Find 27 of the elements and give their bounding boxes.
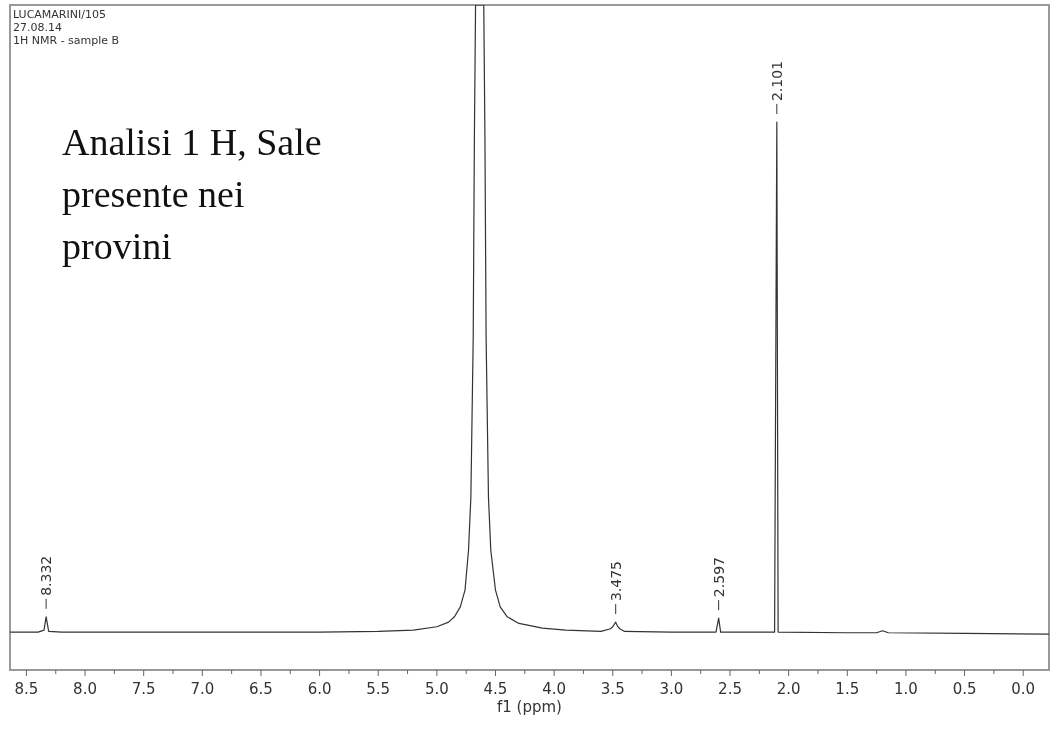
x-tick-label: 2.0 [776, 680, 801, 698]
annotation: 3.475 [607, 561, 624, 602]
annotation: 2.101 [768, 60, 785, 102]
x-tick-label: 6.5 [249, 680, 273, 698]
x-tick-label: 3.0 [659, 680, 684, 698]
annotation: 2.597 [710, 557, 727, 598]
x-tick-label: 1.5 [835, 680, 860, 698]
annotation: 27.08.14 [13, 21, 62, 34]
annotation: 8.332 [38, 555, 55, 596]
x-tick-label: 3.5 [600, 680, 625, 698]
x-tick-label: 0.0 [1011, 680, 1036, 698]
x-axis-title: f1 (ppm) [497, 698, 562, 716]
x-tick-label: 5.5 [366, 680, 391, 698]
x-tick-label: 5.0 [424, 680, 449, 698]
annotation: 1H NMR - sample B [13, 34, 120, 47]
annotation: LUCAMARINI/105 [13, 8, 106, 21]
x-tick-label: 4.5 [483, 680, 508, 698]
x-tick-label: 8.5 [14, 680, 39, 698]
x-tick-label: 7.0 [190, 680, 215, 698]
x-tick-label: 1.0 [894, 680, 918, 698]
x-tick-label: 4.0 [542, 680, 567, 698]
x-tick-label: 8.0 [73, 680, 97, 698]
x-tick-label: 7.5 [131, 680, 156, 698]
x-tick-label: 0.5 [952, 680, 977, 698]
x-tick-label: 2.5 [718, 680, 742, 698]
x-tick-label: 6.0 [307, 680, 332, 698]
annotation: Analisi 1 H, Sale presente nei provini [62, 121, 322, 267]
